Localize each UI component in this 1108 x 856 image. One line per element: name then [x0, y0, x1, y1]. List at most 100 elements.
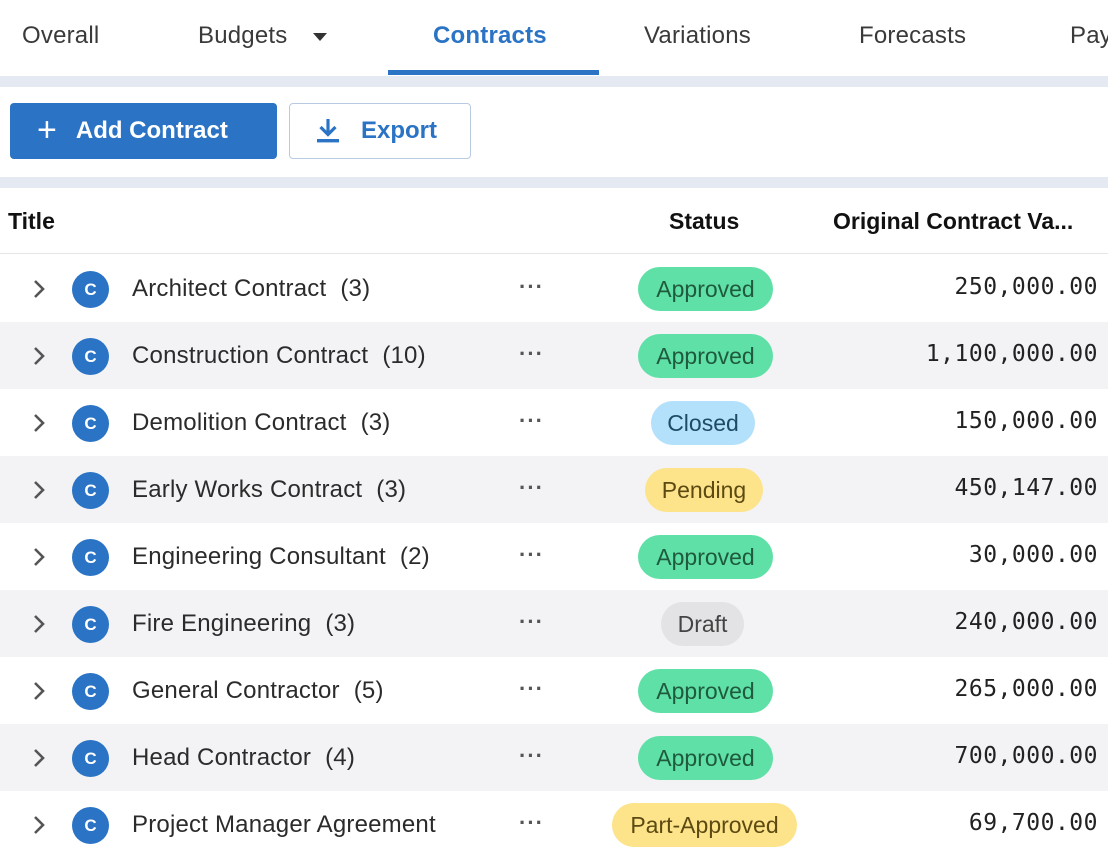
more-options-icon[interactable]: ··· [519, 542, 544, 567]
contract-count: (3) [360, 409, 391, 436]
more-options-icon[interactable]: ··· [519, 743, 544, 768]
active-tab-indicator [388, 70, 599, 75]
chevron-right-icon[interactable] [29, 613, 49, 635]
tab-budgets[interactable]: Budgets [198, 0, 328, 76]
contract-title[interactable]: Early Works Contract (3) [132, 476, 406, 504]
chevron-right-icon[interactable] [29, 345, 49, 367]
chevron-right-icon[interactable] [29, 479, 49, 501]
more-options-icon[interactable]: ··· [519, 274, 544, 299]
table-row[interactable]: C Architect Contract (3) ··· Approved 250,000… [0, 255, 1108, 322]
table-row[interactable]: C Engineering Consultant (2) ··· Approved 30,… [0, 523, 1108, 590]
table-row[interactable]: C General Contractor (5) ··· Approved 265,000… [0, 657, 1108, 724]
chevron-right-icon[interactable] [29, 278, 49, 300]
add-contract-button[interactable]: + Add Contract [10, 103, 277, 159]
tab-overall[interactable]: Overall [22, 0, 99, 76]
contract-title[interactable]: Architect Contract (3) [132, 275, 370, 303]
original-contract-value: 69,700.00 [968, 810, 1098, 836]
download-icon [317, 119, 339, 143]
tab-label: Variations [644, 22, 751, 49]
table-row[interactable]: C Early Works Contract (3) ··· Pending 450,14… [0, 456, 1108, 523]
more-options-icon[interactable]: ··· [519, 810, 544, 835]
divider [0, 177, 1108, 188]
original-contract-value: 265,000.00 [954, 676, 1098, 702]
table-row[interactable]: C Construction Contract (10) ··· Approved 1,1… [0, 322, 1108, 389]
plus-icon: + [37, 110, 57, 149]
chevron-right-icon[interactable] [29, 747, 49, 769]
original-contract-value: 250,000.00 [954, 274, 1098, 300]
table-row[interactable]: C Project Manager Agreement ··· Part-Approv… [0, 791, 1108, 856]
status-badge: Pending [645, 468, 763, 512]
contract-title[interactable]: Head Contractor (4) [132, 744, 355, 772]
table-row[interactable]: C Fire Engineering (3) ··· Draft 240,000.00 [0, 590, 1108, 657]
original-contract-value: 240,000.00 [954, 609, 1098, 635]
more-options-icon[interactable]: ··· [519, 676, 544, 701]
column-header-status[interactable]: Status [669, 208, 740, 234]
contract-icon: C [72, 740, 109, 777]
contract-count: (3) [325, 610, 356, 637]
more-options-icon[interactable]: ··· [519, 408, 544, 433]
contract-count: (4) [325, 744, 356, 771]
tab-bar: Overall Budgets Contracts Variations For… [0, 0, 1108, 76]
contract-icon: C [72, 539, 109, 576]
column-header-original-contract-value[interactable]: Original Contract Va... [833, 208, 1074, 234]
tab-label: Forecasts [859, 22, 967, 49]
contract-title[interactable]: Demolition Contract (3) [132, 409, 391, 437]
contract-count: (10) [382, 342, 426, 369]
contract-icon: C [72, 338, 109, 375]
contract-title[interactable]: Project Manager Agreement [132, 811, 450, 839]
tab-forecasts[interactable]: Forecasts [859, 0, 966, 76]
contract-title-text: Architect Contract [132, 275, 327, 302]
contract-title-text: General Contractor [132, 677, 340, 704]
contract-title-text: Fire Engineering [132, 610, 312, 637]
contract-icon: C [72, 673, 109, 710]
more-options-icon[interactable]: ··· [519, 341, 544, 366]
tab-label: Budgets [198, 22, 288, 49]
contract-title[interactable]: General Contractor (5) [132, 677, 384, 705]
contract-title[interactable]: Engineering Consultant (2) [132, 543, 430, 571]
contract-icon: C [72, 405, 109, 442]
contract-title-text: Head Contractor [132, 744, 312, 771]
table-row[interactable]: C Head Contractor (4) ··· Approved 700,000.00 [0, 724, 1108, 791]
contract-count: (2) [399, 543, 430, 570]
tab-contracts[interactable]: Contracts [433, 0, 547, 76]
contract-title-text: Demolition Contract [132, 409, 347, 436]
contract-icon: C [72, 807, 109, 844]
chevron-right-icon[interactable] [29, 412, 49, 434]
original-contract-value: 1,100,000.00 [925, 341, 1098, 367]
contract-icon: C [72, 271, 109, 308]
contract-title[interactable]: Fire Engineering (3) [132, 610, 355, 638]
contract-title-text: Project Manager Agreement [132, 811, 436, 838]
original-contract-value: 30,000.00 [968, 542, 1098, 568]
contract-count: (3) [340, 275, 371, 302]
status-badge: Part-Approved [612, 803, 797, 847]
tab-label: Overall [22, 22, 100, 49]
status-badge: Approved [638, 334, 773, 378]
status-badge: Closed [651, 401, 755, 445]
status-badge: Approved [638, 535, 773, 579]
chevron-right-icon[interactable] [29, 680, 49, 702]
contract-title-text: Early Works Contract [132, 476, 363, 503]
status-badge: Approved [638, 267, 773, 311]
tab-label: Contracts [433, 22, 547, 49]
contract-title[interactable]: Construction Contract (10) [132, 342, 426, 370]
contract-icon: C [72, 472, 109, 509]
contract-count: (3) [376, 476, 407, 503]
status-badge: Draft [661, 602, 744, 646]
column-header-title[interactable]: Title [8, 208, 55, 234]
export-button[interactable]: Export [289, 103, 471, 159]
caret-down-icon[interactable] [313, 33, 328, 41]
table-row[interactable]: C Demolition Contract (3) ··· Closed 150,000.… [0, 389, 1108, 456]
tab-variations[interactable]: Variations [644, 0, 751, 76]
original-contract-value: 450,147.00 [954, 475, 1098, 501]
tab-payments[interactable]: Pay [1070, 0, 1108, 76]
chevron-right-icon[interactable] [29, 546, 49, 568]
original-contract-value: 150,000.00 [954, 408, 1098, 434]
status-badge: Approved [638, 669, 773, 713]
divider [0, 76, 1108, 87]
original-contract-value: 700,000.00 [954, 743, 1098, 769]
more-options-icon[interactable]: ··· [519, 475, 544, 500]
more-options-icon[interactable]: ··· [519, 609, 544, 634]
chevron-right-icon[interactable] [29, 814, 49, 836]
tab-label: Pay [1070, 22, 1108, 49]
contract-title-text: Engineering Consultant [132, 543, 386, 570]
